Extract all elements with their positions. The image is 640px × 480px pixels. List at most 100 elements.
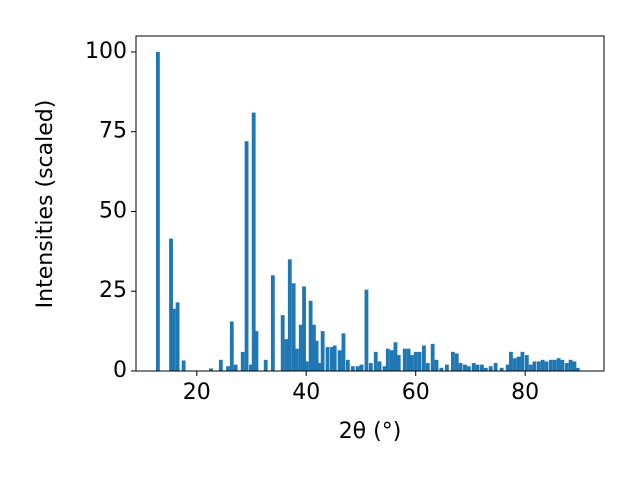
bar — [463, 364, 467, 371]
bar — [575, 367, 580, 371]
bar — [454, 353, 459, 371]
bar — [466, 366, 471, 371]
bar — [308, 300, 313, 371]
bar — [263, 359, 268, 371]
bar — [226, 366, 230, 371]
bar — [430, 343, 435, 371]
x-tick-label: 80 — [511, 380, 539, 405]
bar — [295, 348, 299, 371]
y-tick-label: 75 — [99, 119, 127, 144]
bar — [483, 367, 488, 371]
bar — [471, 363, 476, 371]
bar — [417, 351, 422, 371]
bar — [350, 366, 355, 371]
bar — [320, 331, 325, 371]
bar — [345, 359, 350, 371]
bar — [330, 347, 334, 371]
bar — [528, 364, 533, 371]
bar — [406, 348, 411, 371]
plot-frame — [135, 35, 605, 372]
bar — [175, 302, 180, 371]
bar — [240, 351, 245, 371]
bar — [251, 112, 256, 372]
bar — [509, 351, 513, 371]
bar — [382, 366, 387, 371]
bar — [434, 359, 439, 371]
bar — [532, 361, 537, 371]
bar — [364, 289, 369, 371]
bar — [505, 364, 510, 371]
y-axis-label: Intensities (scaled) — [33, 100, 58, 309]
bar — [302, 286, 306, 371]
bar — [284, 339, 289, 371]
bar — [520, 351, 525, 371]
bar — [385, 348, 390, 371]
bar — [488, 366, 493, 371]
bar — [314, 340, 319, 371]
bar — [439, 367, 444, 371]
bar — [244, 141, 249, 371]
bar — [556, 358, 561, 371]
bar — [291, 283, 296, 371]
bar — [218, 359, 223, 371]
bar — [451, 351, 455, 371]
bar — [254, 331, 259, 371]
bar — [552, 359, 557, 371]
bar — [368, 363, 373, 371]
bar — [332, 345, 337, 371]
bar — [413, 351, 418, 371]
x-tick-label: 40 — [292, 380, 320, 405]
bar — [373, 351, 378, 371]
x-axis-label: 2θ (°) — [339, 419, 402, 444]
bar — [536, 361, 541, 371]
bar — [298, 324, 303, 371]
bar — [540, 359, 545, 371]
bar — [377, 361, 382, 371]
bar — [402, 348, 407, 371]
bar — [544, 361, 549, 371]
bar — [425, 363, 430, 371]
bar — [287, 259, 292, 371]
bar — [318, 363, 322, 371]
bar — [229, 321, 234, 371]
bar — [169, 238, 173, 371]
bar — [280, 315, 285, 371]
y-tick-label: 50 — [99, 198, 127, 223]
bar — [311, 324, 316, 371]
bar — [548, 359, 553, 371]
bar — [270, 275, 275, 371]
bar — [524, 355, 529, 371]
bar — [325, 347, 330, 371]
bar — [475, 364, 480, 371]
bar — [458, 363, 463, 371]
bar — [396, 355, 401, 371]
bar — [209, 368, 213, 371]
bar — [389, 350, 394, 371]
bar — [499, 367, 504, 371]
bar — [564, 363, 569, 371]
bar — [155, 51, 160, 371]
bar — [233, 364, 238, 371]
y-tick-label: 25 — [99, 278, 127, 303]
bar — [249, 364, 253, 371]
bar — [480, 364, 484, 371]
x-tick-label: 60 — [402, 380, 430, 405]
bar — [341, 333, 346, 371]
bar — [171, 308, 176, 371]
bar — [493, 363, 498, 371]
bar — [409, 355, 414, 371]
bar — [422, 345, 426, 371]
bar — [568, 359, 573, 371]
y-tick-label: 0 — [113, 358, 127, 383]
bar — [359, 364, 364, 371]
bar — [560, 359, 565, 371]
x-tick-label: 20 — [183, 380, 211, 405]
bar — [516, 356, 521, 371]
bar — [304, 361, 309, 371]
y-tick-label: 100 — [85, 39, 127, 64]
bar — [337, 350, 342, 371]
bar — [512, 358, 517, 371]
bar — [393, 342, 398, 371]
bar — [572, 361, 577, 371]
